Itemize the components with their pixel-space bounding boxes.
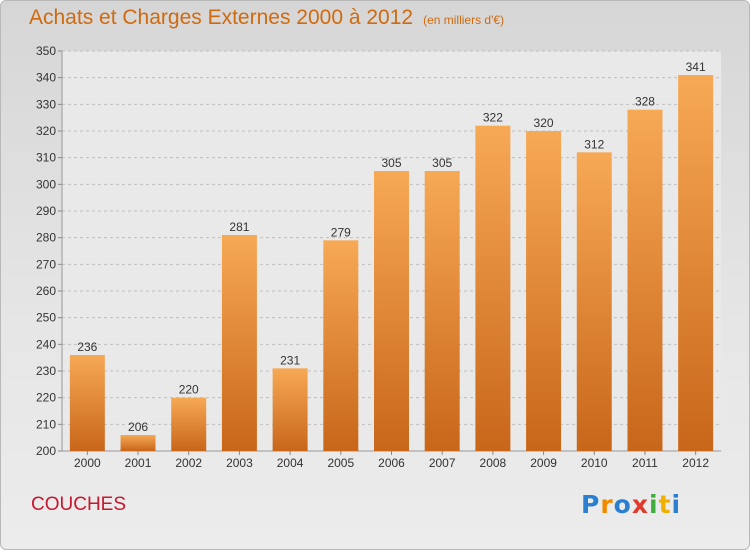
bar-value-label: 231 — [280, 353, 300, 367]
bar-value-label: 305 — [381, 156, 401, 170]
bar — [526, 131, 562, 451]
bar — [120, 435, 156, 451]
place-name: COUCHES — [31, 494, 127, 515]
bar — [627, 109, 663, 452]
chart-title-text: Achats et Charges Externes 2000 à 2012 — [29, 6, 414, 29]
bar — [424, 171, 460, 451]
bar-value-label: 206 — [128, 420, 148, 434]
logo-letter: r — [600, 490, 614, 519]
x-tick-label: 2003 — [226, 456, 253, 470]
x-tick-label: 2008 — [480, 456, 507, 470]
chart-unit: (en milliers d'€) — [423, 13, 505, 27]
bar-value-label: 322 — [483, 111, 503, 125]
logo-letter: o — [613, 490, 632, 519]
x-tick-label: 2004 — [277, 456, 304, 470]
bar-value-label: 236 — [77, 340, 97, 354]
x-tick-label: 2005 — [327, 456, 354, 470]
chart-title: Achats et Charges Externes 2000 à 2012 (e… — [29, 6, 504, 30]
y-tick-label: 200 — [36, 444, 56, 458]
bar — [678, 75, 714, 451]
logo-letter: i — [649, 490, 659, 519]
proxiti-logo: Proxiti — [581, 490, 681, 519]
x-tick-label: 2007 — [429, 456, 456, 470]
bar — [272, 368, 308, 451]
bar-value-label: 220 — [179, 383, 199, 397]
logo-letter: t — [658, 490, 672, 519]
x-axis-ticks: 2000 2001 2002 2003 2004 2005 2006 2007 2008 2009… — [74, 451, 709, 470]
bar — [576, 152, 612, 452]
bar — [221, 235, 257, 451]
bar — [374, 171, 409, 451]
bar — [323, 240, 359, 451]
bar-value-label: 279 — [331, 225, 351, 239]
y-tick-label: 250 — [36, 311, 56, 325]
y-tick-label: 220 — [36, 391, 56, 405]
y-tick-label: 240 — [36, 337, 56, 351]
logo-letter: i — [671, 490, 682, 519]
y-tick-label: 260 — [36, 284, 56, 298]
x-tick-label: 2010 — [581, 456, 608, 470]
y-tick-label: 210 — [36, 417, 56, 431]
bar-value-label: 328 — [635, 95, 655, 109]
x-tick-label: 2006 — [378, 456, 405, 470]
x-tick-label: 2009 — [530, 456, 557, 470]
bar-value-label: 312 — [584, 137, 604, 151]
x-tick-label: 2011 — [632, 456, 658, 470]
logo-letter: P — [581, 490, 601, 519]
x-tick-label: 2001 — [125, 456, 152, 470]
value-labels: 236 206 220 281 231 279 305 305 322 320 312 328 341 — [77, 60, 706, 434]
logo-letter: x — [631, 490, 649, 519]
y-tick-label: 350 — [36, 44, 56, 58]
bars — [69, 75, 714, 452]
y-tick-label: 330 — [36, 97, 56, 111]
bar-value-label: 281 — [229, 220, 249, 234]
x-tick-label: 2012 — [682, 456, 709, 470]
bar — [69, 355, 105, 451]
y-tick-label: 230 — [36, 364, 56, 378]
bar — [171, 397, 207, 451]
bar-value-label: 341 — [686, 60, 706, 74]
y-tick-label: 270 — [36, 257, 56, 271]
bar-value-label: 320 — [534, 116, 554, 130]
bar-value-label: 305 — [432, 156, 452, 170]
y-tick-label: 310 — [36, 151, 56, 165]
y-tick-label: 320 — [36, 124, 56, 138]
y-tick-label: 300 — [36, 177, 56, 191]
x-tick-label: 2000 — [74, 456, 101, 470]
x-tick-label: 2002 — [175, 456, 202, 470]
y-tick-label: 280 — [36, 231, 56, 245]
bar — [475, 125, 511, 452]
y-tick-label: 340 — [36, 71, 56, 85]
y-tick-label: 290 — [36, 204, 56, 218]
